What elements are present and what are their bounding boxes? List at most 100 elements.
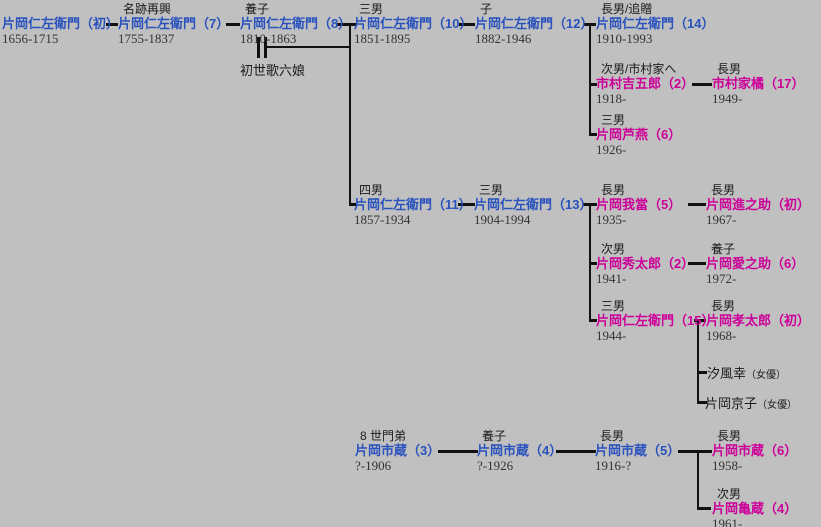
relation-label: 長男	[601, 183, 626, 197]
relation-label: 長男/追贈	[601, 2, 653, 16]
relation-label	[710, 383, 797, 396]
connector-line	[697, 371, 707, 374]
lifespan-text: 1944-	[596, 328, 627, 343]
person-link[interactable]: 片岡亀蔵（4）	[712, 501, 798, 516]
connector-line	[459, 23, 475, 26]
descent-line	[697, 320, 699, 403]
person-link[interactable]: 片岡孝太郎（初）	[706, 313, 811, 328]
connector-line	[688, 203, 706, 206]
relation-label: 四男	[359, 183, 384, 197]
lifespan-text: ?-1926	[477, 458, 514, 473]
person-link[interactable]: 片岡進之助（初）	[706, 197, 811, 212]
lifespan-text: 1967-	[706, 212, 737, 227]
relation-label: 子	[480, 2, 493, 16]
person-node: 長男 片岡進之助（初） 1967-	[706, 183, 811, 228]
relation-label: 三男	[601, 113, 626, 127]
relation-label: 養子	[482, 429, 507, 443]
lifespan-text: 1916-?	[595, 458, 632, 473]
relation-label	[712, 353, 786, 366]
lifespan-text: 1972-	[706, 271, 737, 286]
person-node: 次男 片岡秀太郎（2） 1941-	[596, 242, 695, 287]
connector-line	[589, 83, 597, 86]
person-link[interactable]: 片岡市蔵（5）	[595, 443, 681, 458]
marriage-mark	[257, 37, 260, 58]
lifespan-text: 1926-	[596, 142, 627, 157]
relation-label: 次男	[717, 487, 742, 501]
person-link[interactable]: 片岡芦燕（6）	[596, 127, 682, 142]
lifespan-text: 1918-	[596, 91, 627, 106]
person-link[interactable]: 片岡秀太郎（2）	[596, 256, 695, 271]
person-link[interactable]: 片岡市蔵（4）	[477, 443, 563, 458]
person-node: 養子 片岡市蔵（4） ?-1926	[477, 429, 563, 474]
person-link[interactable]: 片岡市蔵（3）	[355, 443, 441, 458]
relation-label: 三男	[601, 299, 626, 313]
descent-line	[589, 24, 591, 135]
relation-label: 長男	[600, 429, 625, 443]
relation-label: 養子	[711, 242, 736, 256]
person-node: 8 世門弟 片岡市蔵（3） ?-1906	[355, 429, 441, 474]
person-name: 片岡京子	[705, 396, 758, 411]
relation-label: 次男	[601, 242, 626, 256]
person-node: 長男/追贈 片岡仁左衛門（14） 1910-1993	[596, 2, 715, 47]
person-link[interactable]: 片岡仁左衛門（14）	[596, 16, 715, 31]
person-node: 長男 片岡我當（5） 1935-	[596, 183, 682, 228]
person-link[interactable]: 片岡我當（5）	[596, 197, 682, 212]
lifespan-text: 1941-	[596, 271, 627, 286]
connector-line	[106, 23, 118, 26]
person-node: 長男 市村家橘（17） 1949-	[712, 63, 805, 107]
person-link[interactable]: 片岡愛之助（6）	[706, 256, 805, 271]
person-link[interactable]: 市村吉五郎（2）	[596, 76, 695, 91]
person-node: 長男 片岡市蔵（5） 1916-?	[595, 429, 681, 474]
person-link[interactable]: 片岡仁左衛門（12）	[475, 16, 594, 31]
person-link[interactable]: 片岡仁左衛門（10）	[354, 16, 473, 31]
person-link[interactable]: 市村家橘（17）	[712, 76, 805, 91]
relation-label: 三男	[359, 2, 384, 16]
connector-line	[226, 23, 240, 26]
person-node: 片岡京子（女優）	[705, 383, 797, 411]
lifespan-text: 1656-1715	[2, 31, 59, 46]
person-link[interactable]: 片岡仁左衛門（7）	[118, 16, 230, 31]
connector-line	[678, 450, 712, 453]
lifespan-text: 1755-1837	[118, 31, 175, 46]
lifespan-text: 1949-	[712, 91, 743, 106]
person-link[interactable]: 片岡仁左衛門（11）	[354, 197, 472, 212]
relation-label: 8 世門弟	[360, 429, 407, 443]
connector-line	[349, 203, 357, 206]
lifespan-text: 1851-1895	[354, 31, 411, 46]
person-link[interactable]: 片岡市蔵（6）	[712, 443, 798, 458]
connector-line	[337, 23, 356, 26]
relation-label: 三男	[479, 183, 504, 197]
descent-line	[697, 451, 699, 509]
relation-label: 名跡再興	[123, 2, 172, 16]
relation-label: 次男/市村家へ	[601, 62, 677, 76]
occupation-suffix: （女優）	[746, 370, 787, 381]
lifespan-text: 1961-	[712, 516, 743, 527]
descent-line	[589, 204, 591, 321]
person-link[interactable]: 片岡仁左衛門（13）	[474, 197, 593, 212]
person-node: 次男 片岡亀蔵（4） 1961-	[712, 488, 797, 527]
person-link[interactable]: 片岡仁左衛門（8）	[240, 16, 352, 31]
lifespan-text: 1935-	[596, 212, 627, 227]
person-node: 長男 片岡孝太郎（初） 1968-	[706, 300, 811, 344]
person-node: 子 片岡仁左衛門（12） 1882-1946	[475, 2, 594, 47]
lifespan-text: 1857-1934	[354, 212, 411, 227]
person-node: 汐風幸（女優）	[707, 353, 786, 381]
person-node: 三男 片岡芦燕（6） 1926-	[596, 113, 682, 158]
relation-label: 養子	[245, 2, 270, 16]
connector-line	[458, 203, 475, 206]
person-node: 三男 片岡仁左衛門（15） 1944-	[596, 299, 715, 344]
person-node: 三男 片岡仁左衛門（10） 1851-1895	[354, 2, 473, 47]
person-node: 四男 片岡仁左衛門（11） 1857-1934	[354, 183, 472, 228]
lifespan-text: 1904-1994	[474, 212, 531, 227]
connector-line	[688, 262, 706, 265]
connector-line	[589, 319, 597, 322]
person-link[interactable]: 片岡仁左衛門（15）	[596, 313, 715, 328]
connector-line	[589, 262, 597, 265]
person-link[interactable]: 片岡仁左衛門（初）	[2, 16, 120, 31]
connector-line	[589, 133, 597, 136]
lifespan-text: 1882-1946	[475, 31, 532, 46]
relation-label: 長男	[711, 183, 736, 197]
person-name: 汐風幸	[707, 366, 747, 381]
connector-line	[697, 507, 711, 510]
relation-label	[7, 3, 119, 16]
